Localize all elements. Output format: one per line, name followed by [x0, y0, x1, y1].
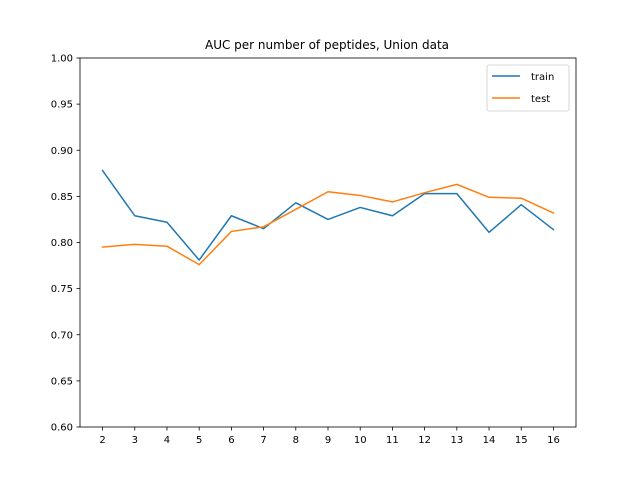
x-tick-label: 4: [164, 435, 170, 446]
legend: train test: [486, 64, 570, 112]
x-tick-label: 2: [99, 435, 105, 446]
x-tick-label: 5: [196, 435, 202, 446]
x-tick-label: 6: [228, 435, 234, 446]
series-line-0: [101, 169, 555, 261]
x-tick-label: 9: [325, 435, 331, 446]
y-tick-label: 0.80: [51, 238, 73, 249]
x-tick-label: 16: [547, 435, 560, 446]
y-tick-label: 0.85: [51, 192, 73, 203]
y-tick-label: 0.65: [51, 376, 73, 387]
x-tick-label: 14: [483, 435, 496, 446]
legend-label-0: train: [531, 72, 554, 83]
legend-label-1: test: [531, 94, 550, 105]
y-tick-label: 0.60: [51, 423, 73, 434]
x-tick-label: 7: [260, 435, 266, 446]
axes: 2 3 4 5 6 7 8 9 10 11 12 13 14 15 16 0.60 0.65 0.70 0.75 0.…: [51, 54, 577, 446]
legend-box: [486, 64, 570, 112]
y-tick-label: 0.70: [51, 330, 73, 341]
y-tick-label: 0.95: [51, 100, 73, 111]
x-tick-label: 8: [293, 435, 299, 446]
series-line-1: [101, 183, 555, 266]
plot-area: [101, 169, 555, 266]
y-tick-label: 1.00: [51, 54, 73, 65]
x-tick-label: 13: [450, 435, 463, 446]
chart-title: AUC per number of peptides, Union data: [205, 38, 449, 52]
x-tick-label: 11: [386, 435, 399, 446]
x-tick-label: 12: [418, 435, 431, 446]
axes-frame: [79, 57, 577, 428]
y-tick-label: 0.75: [51, 284, 73, 295]
x-tick-label: 10: [354, 435, 367, 446]
y-tick-label: 0.90: [51, 146, 73, 157]
x-tick-label: 15: [515, 435, 528, 446]
x-tick-label: 3: [132, 435, 138, 446]
